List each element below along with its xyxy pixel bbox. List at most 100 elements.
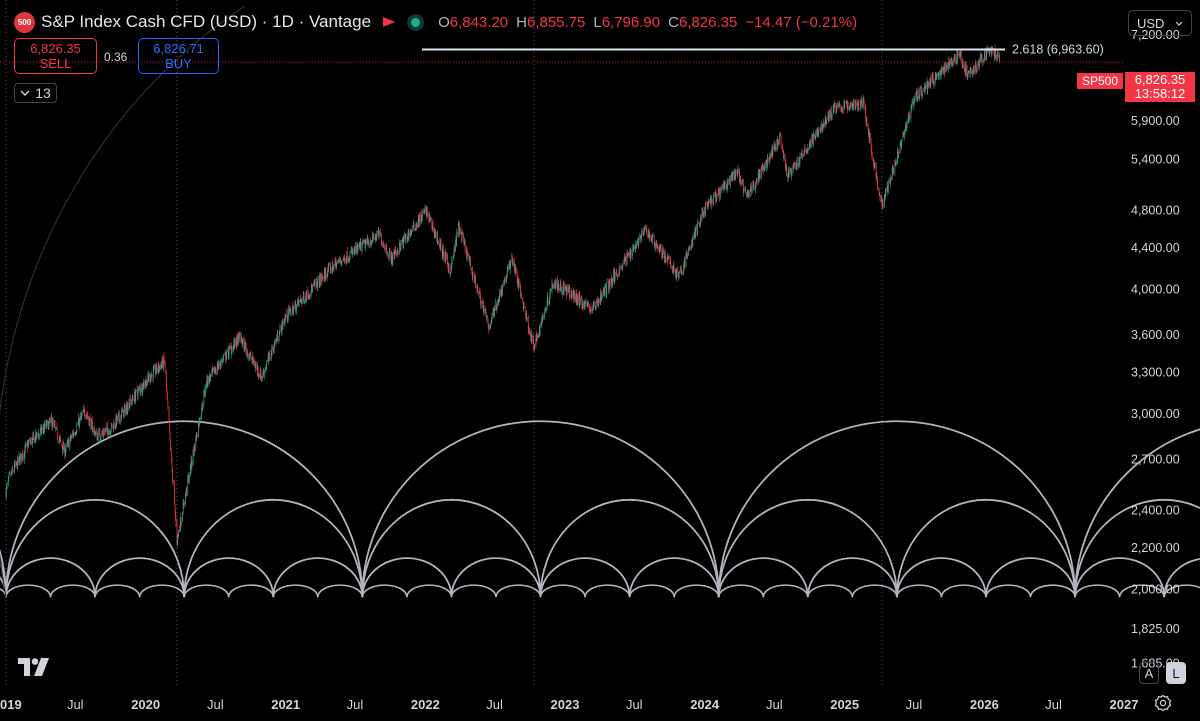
candle-body bbox=[592, 309, 593, 310]
symbol-price-tag: SP500 bbox=[1077, 73, 1123, 89]
candle-body bbox=[806, 148, 808, 152]
candle-body bbox=[849, 107, 851, 109]
candle-body bbox=[836, 107, 838, 109]
candle-body bbox=[576, 297, 578, 304]
candle-body bbox=[875, 162, 877, 177]
cycle-arc bbox=[183, 499, 364, 598]
candle-body bbox=[210, 373, 212, 379]
candle-body bbox=[713, 196, 715, 198]
buy-button[interactable]: 6,826.71 BUY bbox=[138, 38, 219, 74]
candle-body bbox=[468, 254, 470, 261]
candle-body bbox=[716, 194, 718, 196]
candle-body bbox=[842, 107, 843, 112]
candle-body bbox=[573, 289, 574, 296]
candle-body bbox=[495, 301, 497, 311]
candle-body bbox=[78, 417, 80, 423]
candle-body bbox=[316, 280, 318, 284]
candle-body bbox=[680, 267, 682, 270]
candle-body bbox=[763, 165, 764, 171]
log-scale-button[interactable]: L bbox=[1166, 662, 1186, 684]
cycle-arc bbox=[806, 557, 898, 598]
candle-body bbox=[498, 299, 500, 303]
candle-body bbox=[852, 102, 854, 110]
candle-body bbox=[508, 262, 510, 270]
candle-body bbox=[782, 147, 784, 151]
candle-body bbox=[238, 332, 240, 335]
candle-body bbox=[711, 197, 712, 203]
candle-body bbox=[713, 195, 715, 197]
candle-body bbox=[32, 434, 34, 438]
symbol-title[interactable]: S&P Index Cash CFD (USD) · 1D · Vantage bbox=[41, 12, 372, 31]
candle-body bbox=[502, 284, 503, 291]
auto-scale-button[interactable]: A bbox=[1139, 662, 1159, 684]
candle-body bbox=[113, 422, 115, 430]
candle-body bbox=[557, 284, 559, 287]
candle-body bbox=[161, 363, 163, 367]
candle-body bbox=[241, 344, 243, 345]
candle-body bbox=[218, 361, 220, 367]
candle-body bbox=[718, 189, 720, 192]
sell-button[interactable]: 6,826.35 SELL bbox=[14, 38, 97, 74]
candle-body bbox=[536, 334, 538, 341]
candle-body bbox=[949, 61, 951, 67]
candle-body bbox=[703, 213, 704, 217]
candle-body bbox=[118, 414, 119, 416]
candle-body bbox=[871, 154, 873, 160]
candle-body bbox=[552, 282, 553, 286]
candle-body bbox=[537, 335, 538, 339]
symbol-logo[interactable]: 500 bbox=[14, 11, 35, 33]
cycle-arc bbox=[1074, 428, 1200, 598]
candle-body bbox=[325, 271, 326, 279]
candle-body bbox=[43, 426, 45, 431]
candle-body bbox=[858, 99, 859, 108]
candle-body bbox=[905, 129, 907, 131]
candle-body bbox=[105, 426, 107, 430]
candle-body bbox=[835, 106, 837, 114]
candle-body bbox=[287, 316, 289, 321]
candle-body bbox=[709, 201, 711, 202]
candle-body bbox=[859, 108, 861, 109]
candle-body bbox=[160, 364, 162, 371]
candle-body bbox=[275, 338, 277, 343]
candle-body bbox=[943, 65, 945, 74]
candle-body bbox=[334, 258, 336, 266]
candle-body bbox=[796, 159, 798, 167]
candle-body bbox=[924, 82, 926, 93]
indicators-toggle-button[interactable]: 13 bbox=[14, 83, 57, 103]
candle-body bbox=[574, 290, 575, 297]
candle-body bbox=[827, 112, 829, 120]
candle-body bbox=[697, 220, 699, 223]
candle-body bbox=[488, 325, 489, 328]
candle-body bbox=[17, 457, 18, 470]
candle-body bbox=[948, 59, 950, 65]
candle-body bbox=[593, 303, 595, 309]
candle-body bbox=[196, 432, 197, 441]
flag-icon[interactable] bbox=[383, 17, 396, 27]
candle-body bbox=[780, 137, 782, 146]
candle-body bbox=[135, 389, 137, 398]
candle-body bbox=[340, 259, 342, 262]
candle-body bbox=[637, 238, 639, 240]
candle-body bbox=[397, 249, 398, 254]
candle-body bbox=[606, 284, 608, 295]
candle-body bbox=[474, 278, 476, 280]
candle-body bbox=[506, 269, 508, 276]
candle-body bbox=[539, 325, 541, 334]
candle-body bbox=[643, 232, 644, 234]
gear-icon[interactable] bbox=[1154, 694, 1172, 712]
candle-body bbox=[236, 336, 238, 337]
candle-body bbox=[383, 245, 385, 248]
candle-body bbox=[587, 301, 589, 306]
candle-body bbox=[100, 438, 101, 440]
candle-body bbox=[935, 74, 937, 79]
candle-body bbox=[850, 102, 852, 106]
candle-body bbox=[918, 89, 920, 99]
candle-body bbox=[134, 396, 136, 402]
tradingview-logo-icon[interactable] bbox=[18, 658, 54, 676]
candle-body bbox=[600, 291, 602, 299]
candle-body bbox=[110, 433, 111, 436]
candle-body bbox=[413, 228, 415, 230]
currency-select[interactable]: USD bbox=[1128, 10, 1192, 36]
